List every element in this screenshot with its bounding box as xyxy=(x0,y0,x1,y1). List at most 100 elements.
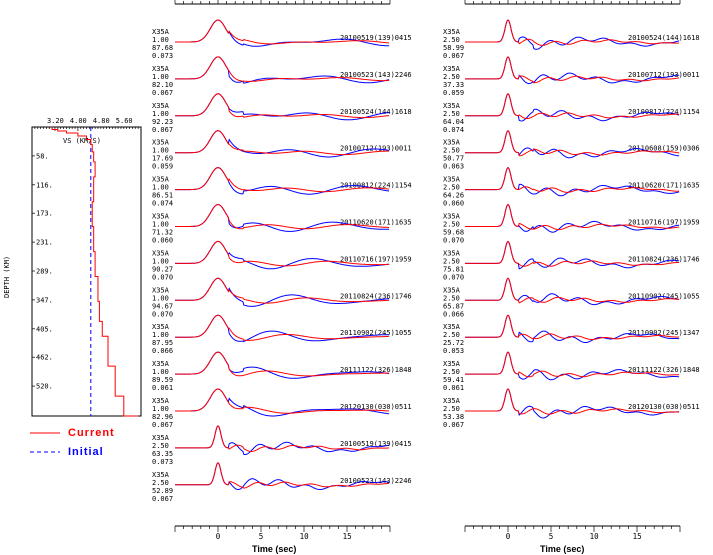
trace-label-line: 2.50 xyxy=(443,221,460,229)
trace-label-line: 52.89 xyxy=(152,487,173,495)
current-waveform xyxy=(175,167,390,193)
legend-current-label: Current xyxy=(68,427,115,439)
current-waveform xyxy=(465,240,680,267)
trace-label-line: 2.50 xyxy=(443,36,460,44)
trace-label-line: 0.073 xyxy=(152,458,173,466)
trace-event-id: 20110716(197)1959 xyxy=(340,255,412,263)
trace-label-line: 0.070 xyxy=(152,273,173,281)
current-waveform xyxy=(465,93,680,119)
depth-tick-label: 462. xyxy=(36,354,53,362)
current-waveform xyxy=(465,314,680,340)
current-waveform xyxy=(175,56,390,82)
trace-label-line: 59.41 xyxy=(443,376,464,384)
trace-event-id: 20110824(236)1746 xyxy=(628,255,700,263)
waveform-column-left: X35A1.0087.680.07320100519(139)0415X35A1… xyxy=(152,19,412,503)
trace-label-line: X35A xyxy=(152,176,170,184)
current-waveform xyxy=(175,351,390,377)
current-waveform xyxy=(465,351,680,378)
trace-event-id: 20110716(197)1959 xyxy=(628,219,700,227)
trace-label-line: 1.00 xyxy=(152,405,169,413)
velocity-model-panel: VS (KM/S) 3.20 4.00 4.80 5.60 58. 116. 173. 23… xyxy=(3,117,142,417)
trace-event-id: 20110608(159)0306 xyxy=(628,145,700,153)
vs-axis-label: VS (KM/S) xyxy=(63,137,101,145)
trace-label-line: 1.00 xyxy=(152,110,169,118)
current-waveform xyxy=(465,166,680,193)
trace-label-line: 0.073 xyxy=(152,52,173,60)
trace-label-line: 0.074 xyxy=(152,200,173,208)
depth-tick-label: 520. xyxy=(36,383,53,391)
trace-label-line: 0.066 xyxy=(152,347,173,355)
trace-label-line: 0.067 xyxy=(443,52,464,60)
trace-event-id: 20100524(144)1618 xyxy=(628,34,700,42)
current-waveform xyxy=(175,314,390,341)
trace-label-line: 63.35 xyxy=(152,450,173,458)
trace-label-line: X35A xyxy=(443,286,461,294)
trace-label-line: 1.00 xyxy=(152,36,169,44)
current-waveform xyxy=(175,425,390,452)
trace-label-line: 1.00 xyxy=(152,73,169,81)
trace-label-line: 2.50 xyxy=(443,110,460,118)
trace-label-line: 75.81 xyxy=(443,265,464,273)
trace-label-line: 64.04 xyxy=(443,118,464,126)
trace-event-id: 20110824(236)1746 xyxy=(340,292,412,300)
time-tick-label: 15 xyxy=(343,532,352,541)
trace-label-line: 37.33 xyxy=(443,81,464,89)
trace-label-line: 2.50 xyxy=(443,331,460,339)
current-waveform xyxy=(175,388,390,414)
current-waveform xyxy=(175,277,390,304)
trace-label-line: X35A xyxy=(443,323,461,331)
vs-tick-label: 4.00 xyxy=(70,117,87,125)
trace-label-line: 0.070 xyxy=(443,237,464,245)
trace-event-id: 20100523(143)2246 xyxy=(340,71,412,79)
trace-label-line: 2.50 xyxy=(443,184,460,192)
trace-event-id: 20100519(139)0415 xyxy=(340,34,412,42)
trace-label-line: 64.26 xyxy=(443,192,464,200)
current-waveform xyxy=(175,203,390,230)
current-waveform xyxy=(465,19,680,46)
trace-label-line: 0.067 xyxy=(152,421,173,429)
trace-label-line: X35A xyxy=(443,397,461,405)
trace-label-line: 0.059 xyxy=(152,163,173,171)
trace-event-id: 20100523(143)2246 xyxy=(340,477,412,485)
current-waveform xyxy=(465,56,680,84)
trace-label-line: 82.10 xyxy=(152,81,173,89)
trace-label-line: 86.51 xyxy=(152,192,173,200)
depth-tick-label: 116. xyxy=(36,181,53,189)
trace-label-line: 50.77 xyxy=(443,155,464,163)
trace-label-line: X35A xyxy=(443,249,461,257)
depth-tick-label: 58. xyxy=(36,152,49,160)
trace-event-id: 20120130(030)0511 xyxy=(628,403,700,411)
trace-label-line: 0.074 xyxy=(443,126,464,134)
vs-tick-label: 3.20 xyxy=(47,117,64,125)
trace-label-line: 0.053 xyxy=(443,347,464,355)
time-axes-right: 0 5 10 15 xyxy=(464,0,681,541)
depth-tick-label: 405. xyxy=(36,325,53,333)
trace-label-line: X35A xyxy=(443,28,461,36)
trace-label-line: 0.070 xyxy=(152,310,173,318)
trace-label-line: 0.067 xyxy=(152,89,173,97)
trace-event-id: 20110902(245)1347 xyxy=(628,329,700,337)
trace-label-line: 0.059 xyxy=(443,89,464,97)
current-waveform xyxy=(465,203,680,231)
trace-label-line: 2.50 xyxy=(443,257,460,265)
trace-label-line: X35A xyxy=(152,323,170,331)
trace-label-line: 0.063 xyxy=(443,163,464,171)
trace-label-line: 92.23 xyxy=(152,118,173,126)
